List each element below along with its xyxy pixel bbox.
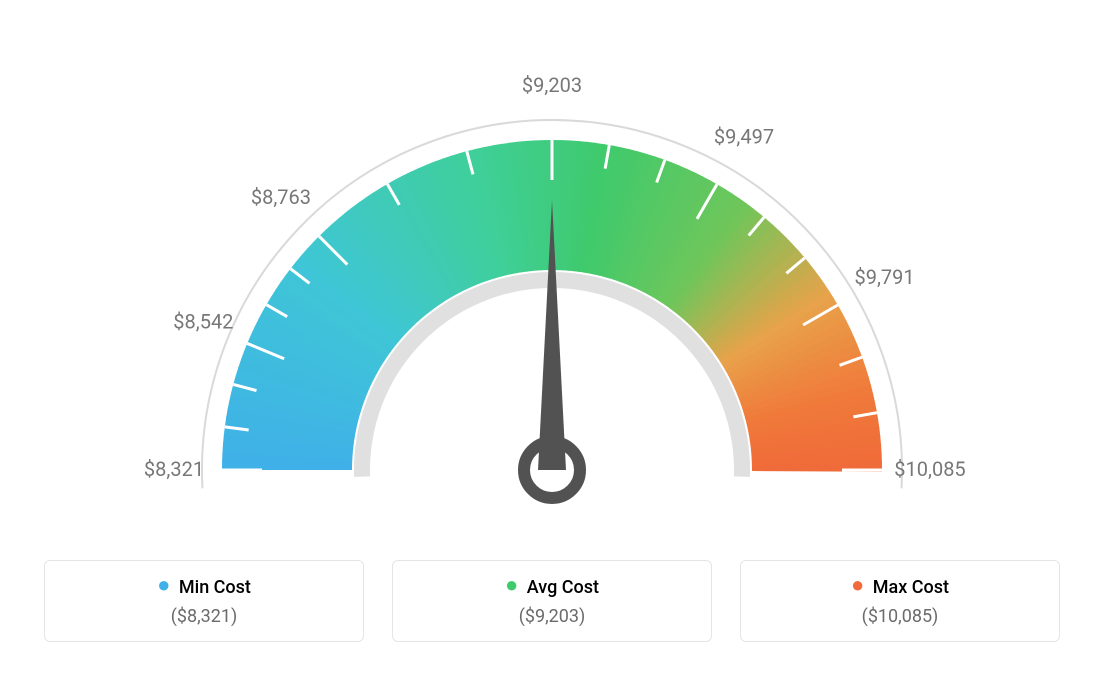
- gauge-tick-label: $10,085: [894, 457, 965, 481]
- gauge-tick-label: $8,542: [173, 310, 233, 334]
- legend-value: ($9,203): [405, 606, 699, 627]
- gauge-tick-label: $8,321: [144, 457, 204, 481]
- gauge-area: $8,321 $8,542 $8,763 $9,203 $9,497 $9,791 $10,…: [0, 0, 1104, 560]
- legend-label: Max Cost: [873, 577, 949, 598]
- legend-value: ($10,085): [753, 606, 1047, 627]
- legend-card-avg: ● Avg Cost ($9,203): [392, 560, 712, 642]
- gauge-svg: $8,321 $8,542 $8,763 $9,203 $9,497 $9,791 $10,…: [22, 0, 1082, 560]
- cost-gauge-infographic: $8,321 $8,542 $8,763 $9,203 $9,497 $9,791 $10,…: [0, 0, 1104, 690]
- gauge-tick-label: $9,203: [522, 73, 582, 97]
- legend-label: Min Cost: [179, 577, 251, 598]
- legend-row: ● Min Cost ($8,321) ● Avg Cost ($9,203) …: [0, 560, 1104, 642]
- legend-card-max: ● Max Cost ($10,085): [740, 560, 1060, 642]
- legend-label: Avg Cost: [527, 577, 599, 598]
- legend-value: ($8,321): [57, 606, 351, 627]
- gauge-tick-label: $9,791: [854, 265, 914, 289]
- gauge-tick-label: $8,763: [251, 185, 311, 209]
- gauge-tick-label: $9,497: [714, 124, 774, 148]
- legend-card-min: ● Min Cost ($8,321): [44, 560, 364, 642]
